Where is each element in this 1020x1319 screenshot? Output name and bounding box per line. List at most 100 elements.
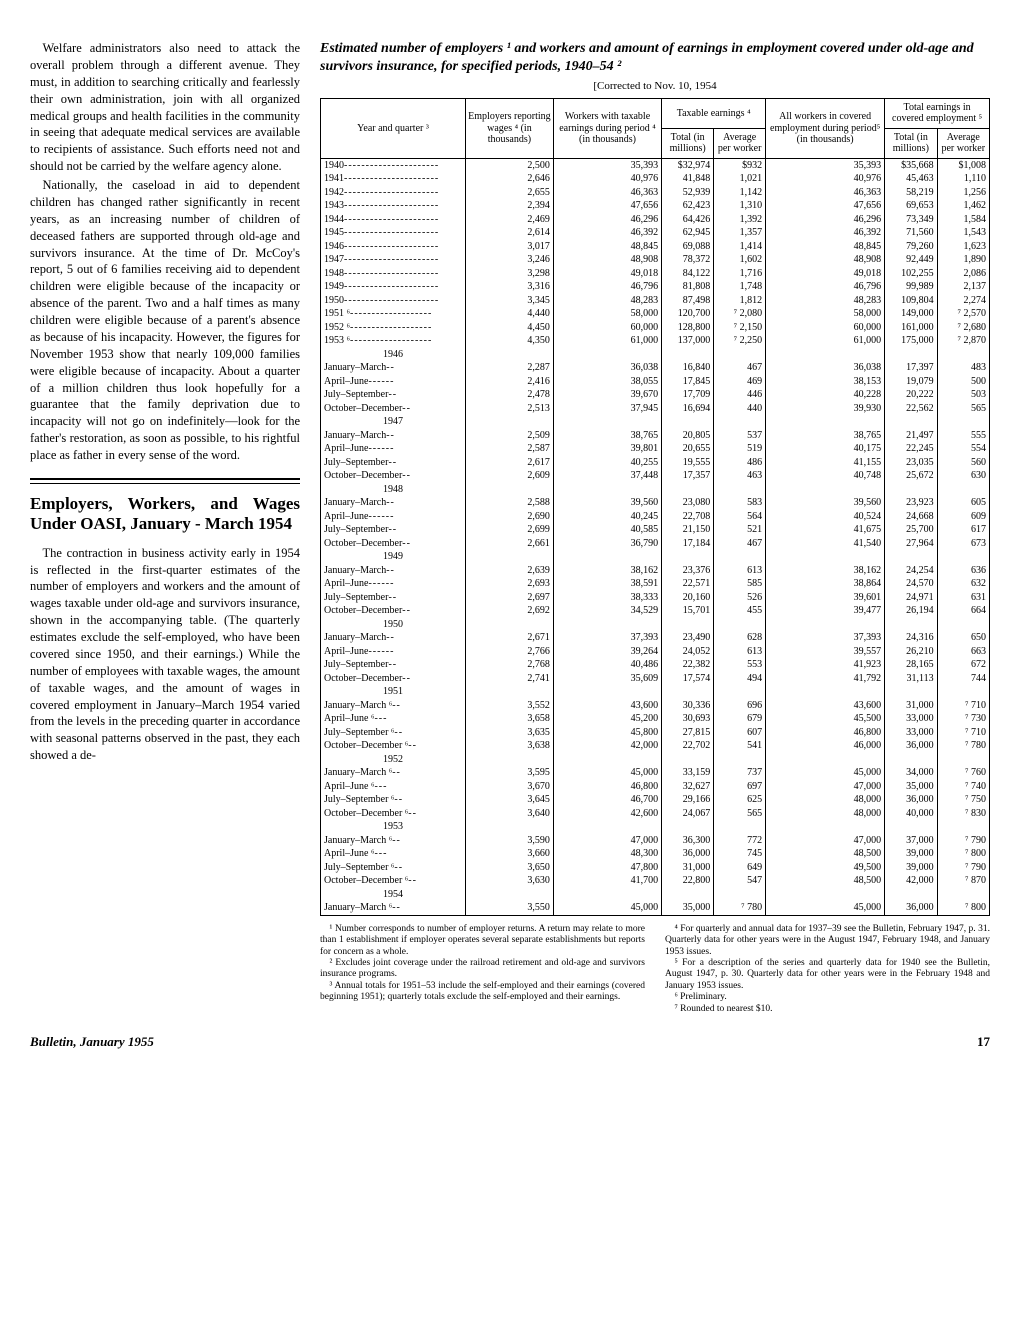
cell: 585 [714, 577, 766, 591]
cell: 41,540 [766, 537, 885, 551]
cell: 46,296 [553, 213, 661, 227]
cell: 42,000 [553, 739, 661, 753]
table-row: 1953 ⁶-------------------4,35061,000137,… [321, 334, 990, 348]
cell: 2,394 [466, 199, 554, 213]
cell-empty [937, 415, 989, 429]
cell-empty [466, 753, 554, 767]
cell: 440 [714, 402, 766, 416]
cell: 664 [937, 604, 989, 618]
cell-empty [662, 888, 714, 902]
cell: 555 [937, 429, 989, 443]
cell: 47,000 [766, 834, 885, 848]
cell: 24,668 [885, 510, 937, 524]
cell-empty [662, 550, 714, 564]
table-row: July–September ⁶--3,63545,80027,81560746… [321, 726, 990, 740]
cell: 673 [937, 537, 989, 551]
cell: 2,274 [937, 294, 989, 308]
cell: 58,219 [885, 186, 937, 200]
cell: 672 [937, 658, 989, 672]
table-row: January–March--2,63938,16223,37661338,16… [321, 564, 990, 578]
cell: 40,976 [766, 172, 885, 186]
cell: 48,000 [766, 793, 885, 807]
cell: 25,672 [885, 469, 937, 483]
cell: 20,655 [662, 442, 714, 456]
table-row: January–March ⁶--3,59047,00036,30077247,… [321, 834, 990, 848]
cell: 39,670 [553, 388, 661, 402]
cell-empty [885, 348, 937, 362]
left-para-2: Nationally, the caseload in aid to depen… [30, 177, 300, 464]
cell: 16,694 [662, 402, 714, 416]
cell-empty [662, 820, 714, 834]
cell: 58,000 [553, 307, 661, 321]
row-label: July–September-- [321, 523, 466, 537]
cell: 636 [937, 564, 989, 578]
cell: 2,609 [466, 469, 554, 483]
cell: 109,804 [885, 294, 937, 308]
cell: 4,450 [466, 321, 554, 335]
year-label: 1951 [321, 685, 466, 699]
cell: ⁷ 2,250 [714, 334, 766, 348]
table-row: January–March--2,58839,56023,08058339,56… [321, 496, 990, 510]
cell: 3,638 [466, 739, 554, 753]
cell: 772 [714, 834, 766, 848]
cell-empty [885, 415, 937, 429]
row-label: 1952 ⁶------------------- [321, 321, 466, 335]
cell: ⁷ 830 [937, 807, 989, 821]
table-row: 1946----------------------3,01748,84569,… [321, 240, 990, 254]
cell: 617 [937, 523, 989, 537]
row-label: July–September-- [321, 456, 466, 470]
cell: 62,945 [662, 226, 714, 240]
cell: 23,080 [662, 496, 714, 510]
table-row: July–September--2,69738,33320,16052639,6… [321, 591, 990, 605]
table-row: January–March ⁶--3,55243,60030,33669643,… [321, 699, 990, 713]
cell-empty [553, 820, 661, 834]
cell-empty [466, 685, 554, 699]
cell: 73,349 [885, 213, 937, 227]
cell: 40,000 [885, 807, 937, 821]
cell: 149,000 [885, 307, 937, 321]
cell-empty [766, 888, 885, 902]
cell-empty [662, 618, 714, 632]
cell: 2,639 [466, 564, 554, 578]
cell: 39,000 [885, 861, 937, 875]
cell: 16,840 [662, 361, 714, 375]
cell: 605 [937, 496, 989, 510]
cell: 49,018 [766, 267, 885, 281]
row-label: April–June------ [321, 375, 466, 389]
cell-empty [714, 618, 766, 632]
cell: 27,964 [885, 537, 937, 551]
cell: 39,930 [766, 402, 885, 416]
table-row: April–June ⁶---3,66048,30036,00074548,50… [321, 847, 990, 861]
cell: 38,864 [766, 577, 885, 591]
cell: 46,392 [766, 226, 885, 240]
cell: 24,971 [885, 591, 937, 605]
cell-empty [885, 820, 937, 834]
cell: 541 [714, 739, 766, 753]
cell: 84,122 [662, 267, 714, 281]
row-label: 1945---------------------- [321, 226, 466, 240]
table-row: January–March ⁶--3,59545,00033,15973745,… [321, 766, 990, 780]
cell-empty [662, 685, 714, 699]
cell: 46,392 [553, 226, 661, 240]
cell: 3,645 [466, 793, 554, 807]
cell: 27,815 [662, 726, 714, 740]
cell: 60,000 [553, 321, 661, 335]
table-row: October–December ⁶--3,64042,60024,067565… [321, 807, 990, 821]
cell: 20,805 [662, 429, 714, 443]
cell: 87,498 [662, 294, 714, 308]
cell: ⁷ 2,150 [714, 321, 766, 335]
cell: 483 [937, 361, 989, 375]
cell: 39,000 [885, 847, 937, 861]
row-label: October–December-- [321, 402, 466, 416]
cell: ⁷ 750 [937, 793, 989, 807]
cell: 46,296 [766, 213, 885, 227]
left-para-1: Welfare administrators also need to atta… [30, 40, 300, 175]
cell: 33,159 [662, 766, 714, 780]
row-label: January–March-- [321, 564, 466, 578]
cell: 45,463 [885, 172, 937, 186]
cell: 175,000 [885, 334, 937, 348]
cell: 78,372 [662, 253, 714, 267]
table-row: 1942----------------------2,65546,36352,… [321, 186, 990, 200]
cell: 486 [714, 456, 766, 470]
cell: 45,500 [766, 712, 885, 726]
